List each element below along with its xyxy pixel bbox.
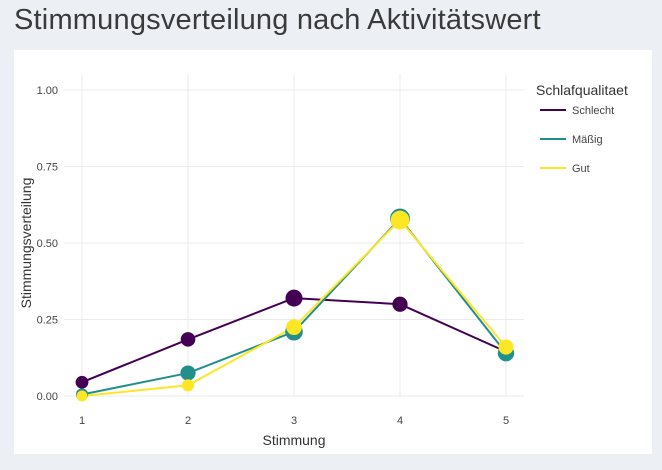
x-axis-title: Stimmung	[262, 432, 325, 448]
grid-lines	[64, 74, 524, 397]
x-tick-label: 4	[397, 415, 403, 427]
x-tick-label: 5	[503, 415, 509, 427]
line-chart[interactable]: 0.00 0.25 0.50 0.75 1.00 1 2 3 4 5 Stimmung Stim…	[14, 50, 652, 454]
series-point-2-1[interactable]	[181, 379, 195, 392]
legend-title: Schlafqualitaet	[536, 82, 628, 98]
y-axis-title: Stimmungsverteilung	[18, 178, 34, 309]
series-point-2-0[interactable]	[76, 390, 88, 402]
x-tick-label: 3	[291, 415, 297, 427]
series-point-0-2[interactable]	[285, 289, 303, 307]
legend-label-1: Mäßig	[572, 134, 603, 146]
series-point-0-1[interactable]	[180, 332, 196, 347]
series-point-2-3[interactable]	[390, 210, 410, 230]
y-tick-label: 1.00	[37, 85, 58, 97]
y-tick-label: 0.75	[37, 162, 58, 174]
series-points	[75, 208, 515, 402]
y-tick-label: 0.00	[37, 391, 58, 403]
y-axis-tick-labels: 0.00 0.25 0.50 0.75 1.00	[37, 85, 58, 403]
page-title: Stimmungsverteilung nach Aktivitätswert	[14, 4, 541, 36]
series-point-2-4[interactable]	[498, 339, 514, 355]
legend-label-0: Schlecht	[572, 105, 614, 117]
x-tick-label: 2	[185, 415, 191, 427]
x-axis-tick-labels: 1 2 3 4 5	[79, 415, 509, 427]
chart-panel: 0.00 0.25 0.50 0.75 1.00 1 2 3 4 5 Stimmung Stim…	[14, 50, 652, 454]
series-point-0-3[interactable]	[392, 296, 408, 312]
series-point-0-0[interactable]	[75, 375, 89, 389]
legend-label-2: Gut	[572, 163, 590, 175]
legend: Schlafqualitaet Schlecht Mäßig Gut	[536, 82, 628, 175]
y-tick-label: 0.50	[37, 238, 58, 250]
series-point-2-2[interactable]	[286, 319, 302, 336]
x-tick-label: 1	[79, 415, 85, 427]
series-point-1-1[interactable]	[180, 365, 196, 381]
y-tick-label: 0.25	[37, 315, 58, 327]
